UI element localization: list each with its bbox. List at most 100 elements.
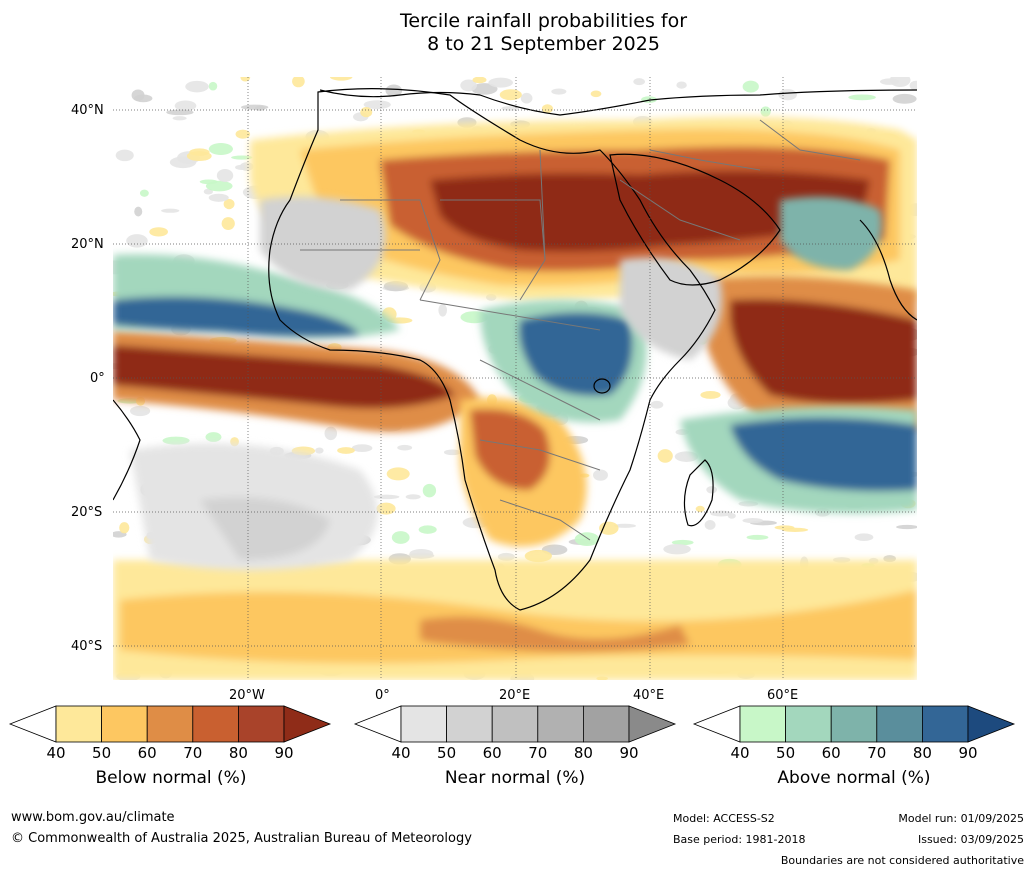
speckle-blob [892,93,917,104]
border-line [619,179,741,241]
speckle-blob [774,525,795,530]
colorbar-title-below: Below normal (%) [95,768,247,788]
colorbar-title-near: Near normal (%) [444,768,586,788]
coastlines [113,88,917,611]
colorbar-segment [922,705,969,743]
colorbar-segment [876,705,923,743]
lon-label-40e: 40°E [633,688,665,703]
speckle-blob [848,94,876,101]
speckle-blob [593,469,608,481]
nw-africa-near [260,196,386,290]
speckle-blob [438,303,448,317]
speckle-blob [704,520,716,530]
speckle-blob [208,81,218,91]
speckle-blob [599,521,619,535]
speckle-blob [134,206,143,217]
speckle-blob [742,80,759,93]
west-africa-wet [113,254,400,339]
speckle-blob [174,100,197,111]
colorbar-tick-label: 60 [137,744,157,762]
speckle-blob [208,142,233,156]
colorbar-segment [583,705,630,743]
colorbar-tick-label: 60 [821,744,841,762]
arabian-sea-wet-layer [780,196,882,270]
speckle-blob [329,77,353,81]
sahara-dry-layer [430,171,870,252]
border-line [440,199,546,301]
speckle-blob [551,88,567,95]
speckle-blob [706,486,718,494]
title-line-2: 8 to 21 September 2025 [427,33,660,55]
speckle-blob [134,94,153,103]
border-line [499,499,591,541]
speckle-blob [422,483,437,498]
speckle-blob [199,179,218,185]
speckle-blob [909,80,917,91]
colorbar-low-arrow [353,705,402,743]
speckle-blob [235,164,248,170]
map-title: Tercile rainfall probabilities for 8 to … [0,10,1035,56]
speckle-blob [337,447,355,454]
colorbar-high-arrow [967,705,1016,743]
speckle-blob [520,92,533,104]
lat-label-20s: 20°S [71,505,103,520]
speckle-blob [166,109,194,116]
footer-url: www.bom.gov.au/climate [11,810,175,825]
speckle-blob [879,78,899,85]
africa-coastline [268,88,716,611]
speckle-blob [240,77,251,82]
nw-africa-near-layer [260,196,386,290]
border-line [759,119,861,161]
speckle-blob [391,531,410,544]
speckle-blob [710,510,733,517]
speckle-blob [896,524,917,530]
speckle-blob [760,106,771,117]
south-atlantic-near-layer [200,497,330,560]
speckle-blob [162,436,190,445]
lat-label-20n: 20°N [71,237,104,252]
colorbar-tick-label: 50 [437,744,457,762]
speckle-blob [488,77,513,88]
colorbar-tick-label: 90 [274,744,294,762]
speckle-blob [663,543,691,555]
title-line-1: Tercile rainfall probabilities for [399,10,688,32]
footer-model-run: Model run: 01/09/2025 [898,812,1024,825]
speckle-blob [650,400,664,409]
speckle-blob [385,84,403,97]
speckle-blob [161,208,180,213]
speckle-blob [472,77,487,84]
speckle-blob [613,523,637,528]
speckle-blob [460,79,477,92]
graticule [113,77,917,680]
gulf-guinea-dry-layer [113,345,455,409]
speckle-blob [139,189,149,197]
speckle-blob [657,449,673,463]
speckle-blob [497,552,515,561]
lat-label-0: 0° [90,371,105,386]
speckle-blob [231,155,253,160]
colorbar-below-normal [8,705,332,743]
speckle-blob [292,77,305,88]
border-line [479,439,601,471]
colorbar-low-arrow [692,705,741,743]
speckle-blob [376,502,396,515]
colorbar-low-arrow [8,705,57,743]
speckle-blob [363,100,391,110]
speckle-blob [324,426,338,441]
speckle-blob [742,517,764,524]
colorbar-tick-label: 80 [912,744,932,762]
colorbar-tick-label: 70 [867,744,887,762]
colorbar-segment [237,705,285,743]
speckle-blob [223,198,235,210]
footer-copyright: © Commonwealth of Australia 2025, Austra… [11,831,472,846]
rainfall-probability-map [113,77,917,680]
colorbar-segment [537,705,584,743]
speckle-blob [386,467,410,481]
colorbar-segment [101,705,148,743]
colorbar-tick-label: 80 [228,744,248,762]
speckle-blob [185,80,209,93]
colorbar-tick-label: 50 [92,744,112,762]
speckle-blob [590,90,602,98]
lon-label-20w: 20°W [229,688,265,703]
speckle-blob [418,525,437,534]
